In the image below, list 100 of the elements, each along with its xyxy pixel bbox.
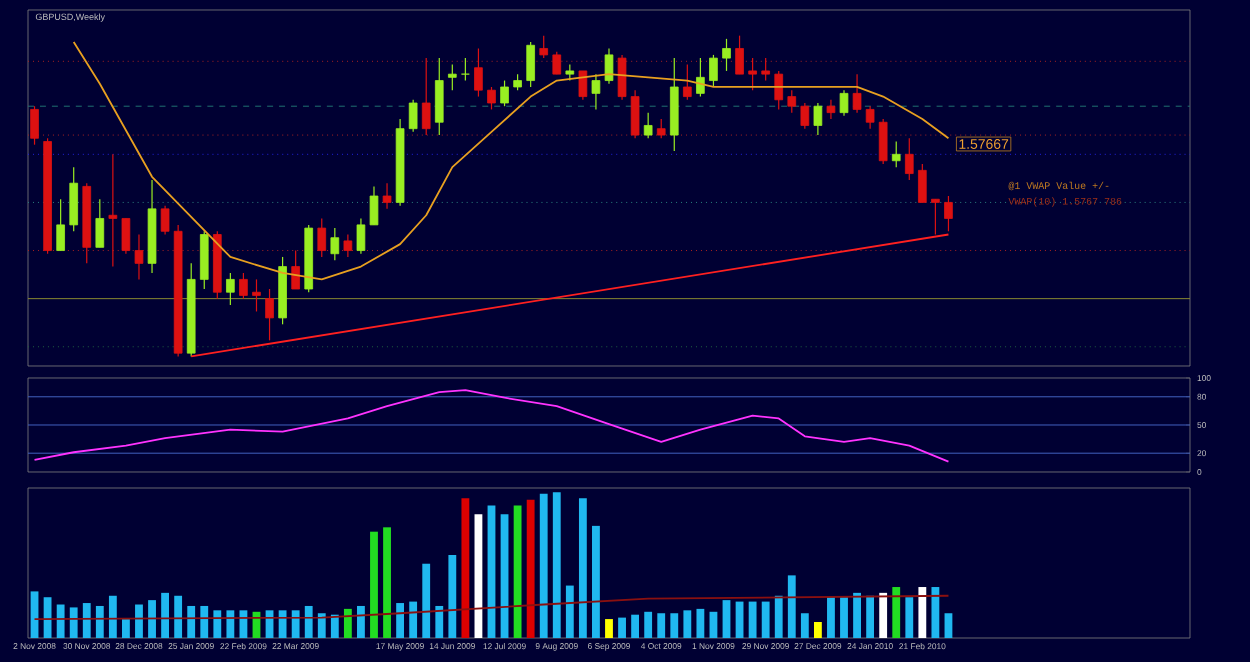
- candlestick: [317, 217, 327, 258]
- candlestick: [226, 272, 235, 306]
- candlestick: [108, 153, 118, 268]
- bar: [82, 603, 91, 638]
- bar: [578, 498, 587, 638]
- bar: [69, 607, 78, 638]
- bar: [317, 613, 326, 638]
- bar: [879, 592, 888, 638]
- candlestick: [356, 217, 366, 255]
- candlestick: [434, 57, 444, 136]
- bar: [670, 613, 679, 638]
- candlestick: [643, 112, 653, 139]
- candlestick: [578, 70, 588, 101]
- bar: [409, 601, 418, 638]
- candlestick: [291, 249, 300, 290]
- bar: [148, 600, 156, 638]
- bar: [357, 605, 365, 638]
- bar: [396, 603, 405, 638]
- bar: [813, 621, 822, 638]
- candlestick: [487, 86, 496, 111]
- bar: [135, 604, 143, 638]
- candlestick: [343, 233, 353, 258]
- bar: [774, 595, 783, 638]
- bar: [278, 610, 287, 638]
- bar: [56, 604, 65, 638]
- bar: [174, 595, 183, 638]
- bar: [343, 608, 352, 638]
- bar: [748, 601, 757, 638]
- candlestick: [865, 105, 875, 130]
- candlestick: [461, 57, 470, 82]
- bar: [657, 613, 666, 638]
- bar: [422, 563, 431, 638]
- bar: [526, 499, 535, 638]
- candlestick: [552, 51, 562, 75]
- candlestick: [408, 99, 418, 133]
- candlestick: [160, 205, 170, 236]
- bar: [122, 619, 130, 638]
- candlestick: [121, 217, 131, 255]
- bar: [291, 610, 300, 638]
- candlestick: [800, 102, 810, 130]
- candlestick: [369, 185, 379, 226]
- candlestick: [199, 230, 209, 290]
- bar: [918, 587, 927, 638]
- bar: [800, 613, 809, 638]
- candlestick: [134, 233, 144, 280]
- candlestick: [683, 63, 692, 101]
- candlestick: [69, 166, 79, 232]
- bar: [95, 605, 104, 638]
- bar: [644, 611, 653, 638]
- bar: [866, 595, 875, 638]
- bar: [722, 600, 731, 638]
- candlestick: [539, 35, 549, 59]
- candlestick: [735, 35, 744, 75]
- candlestick: [500, 79, 509, 107]
- bar: [683, 610, 692, 638]
- bar: [696, 608, 705, 638]
- bar: [931, 587, 940, 638]
- bar: [605, 619, 613, 638]
- bar: [200, 605, 209, 638]
- candlestick: [330, 227, 340, 261]
- candlestick: [630, 89, 640, 139]
- bar: [853, 592, 861, 638]
- candlestick: [787, 89, 797, 114]
- bar: [43, 597, 52, 638]
- candlestick: [617, 54, 627, 101]
- candlestick: [30, 105, 39, 146]
- candlestick: [878, 118, 888, 165]
- candlestick: [891, 140, 901, 168]
- bar: [187, 605, 196, 638]
- candlestick: [448, 63, 457, 91]
- candlestick: [826, 99, 836, 120]
- bar: [330, 614, 339, 638]
- bar: [787, 575, 796, 638]
- candlestick: [774, 70, 784, 111]
- bar: [108, 595, 117, 638]
- candlestick: [526, 41, 535, 88]
- candlestick: [918, 163, 927, 204]
- bar: [761, 601, 770, 638]
- candlestick: [265, 288, 274, 341]
- candlestick: [474, 47, 483, 98]
- bar: [435, 605, 444, 638]
- candlestick: [56, 198, 65, 252]
- bar: [539, 493, 548, 638]
- candlestick: [813, 102, 823, 136]
- candlestick: [904, 137, 914, 181]
- candlestick: [421, 57, 431, 136]
- line-series: [33, 389, 950, 463]
- candlestick: [931, 198, 940, 236]
- bar: [226, 610, 235, 638]
- candlestick: [944, 195, 953, 232]
- bar: [618, 617, 626, 638]
- bar: [840, 597, 848, 638]
- candlestick: [761, 57, 770, 82]
- candlestick: [839, 89, 849, 117]
- candlestick: [239, 272, 248, 300]
- candlestick: [852, 73, 862, 114]
- bar: [944, 613, 953, 638]
- bar: [213, 610, 222, 638]
- bar: [905, 597, 914, 638]
- bar: [892, 587, 901, 638]
